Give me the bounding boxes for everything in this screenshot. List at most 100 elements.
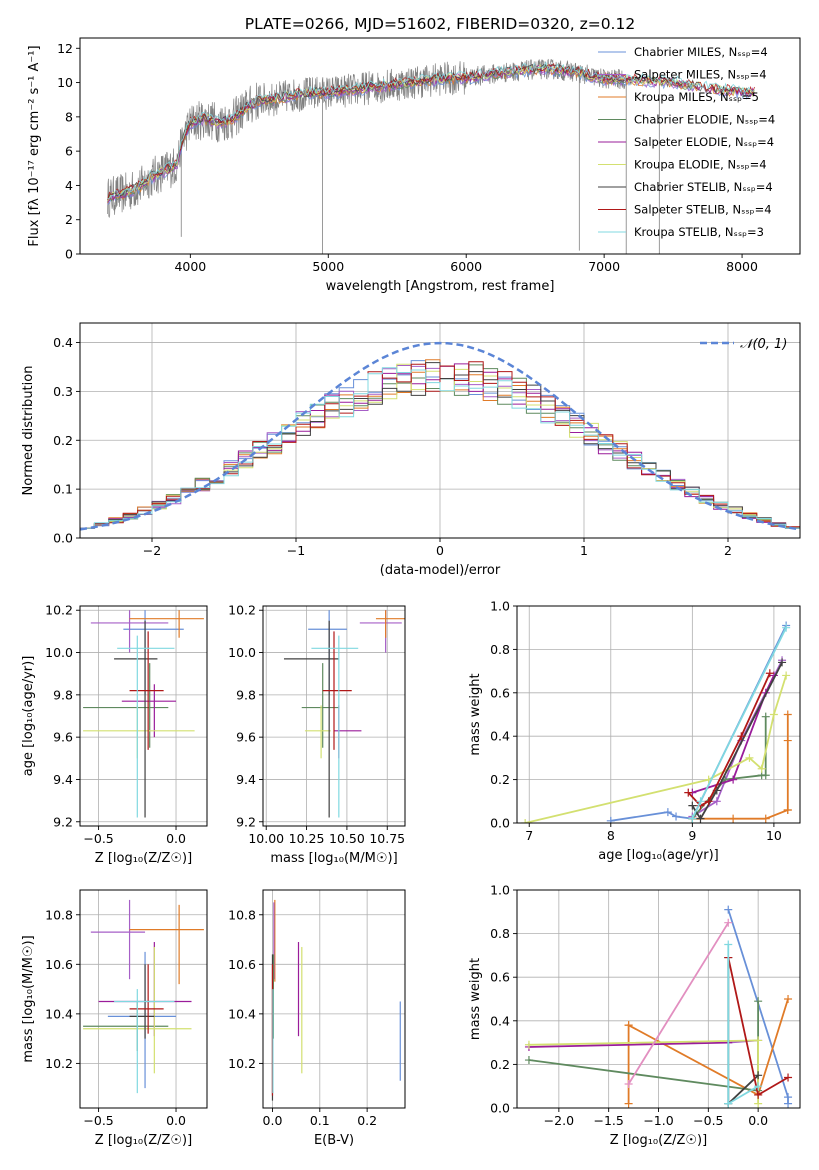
weight-vs-Z-y-axis-label: mass weight [468,958,483,1040]
legend-label-3: Chabrier ELODIE, Nₛₛₚ=4 [634,113,775,127]
mass-vs-Z-x-tick-label: −0.5 [83,1113,113,1128]
weight-vs-Z-marker [754,1099,763,1108]
mass-vs-Z-y-tick-label: 10.4 [45,1006,73,1021]
age-vs-Z-y-tick-label: 10.0 [45,645,73,660]
weight-vs-age-marker [729,814,738,823]
mass-vs-EBV-plot-area [271,899,401,1101]
weight-vs-age-marker [663,808,672,817]
weight-vs-age-marker [688,814,697,823]
weight-vs-Z-marker [724,918,733,927]
weight-vs-age-marker [737,732,746,741]
spectrum-y-tick-label: 10 [57,75,73,90]
legend-label-7: Salpeter STELIB, Nₛₛₚ=4 [634,203,772,217]
age-vs-mass-y-tick-label: 10.2 [228,603,256,618]
weight-vs-Z-series-4 [528,1041,729,1048]
age-vs-Z-frame [79,605,208,827]
spectrum-y-axis-label: Flux [fλ 10⁻¹⁷ erg cm⁻² s⁻¹ A⁻¹] [27,45,42,246]
age-vs-Z-y-axis-label: age [log₁₀(age/yr)] [21,656,36,777]
weight-vs-Z-series-5 [528,1039,759,1104]
weight-vs-Z-marker [724,940,733,949]
age-vs-mass-y-tick-label: 9.4 [236,772,256,787]
weight-vs-Z-panel: −2.0 −1.5 −1.0 −0.5 0.0 0.0 0.2 0.4 0.6 0.8 1.0 Z [… [468,883,801,1148]
weight-vs-Z-marker [724,905,733,914]
age-vs-Z-x-tick-label: 0.0 [166,831,186,846]
weight-vs-Z-marker [784,1099,793,1108]
legend-label-0: Chabrier MILES, Nₛₛₚ=4 [634,45,768,59]
weight-vs-age-marker [761,712,770,721]
spectrum-model-8 [107,61,755,200]
weight-vs-Z-series-2 [627,998,789,1104]
weight-vs-age-y-tick-label: 0.8 [490,642,510,657]
weight-vs-age-x-tick-label: 10 [766,828,782,843]
age-vs-mass-x-tick-label: 10.75 [369,831,405,846]
weight-vs-age-marker [783,710,792,719]
age-vs-mass-y-tick-label: 9.6 [236,730,256,745]
weight-vs-Z-marker [754,1082,763,1091]
mass-vs-EBV-x-tick-label: 0.0 [263,1113,283,1128]
residuals-x-axis-label: (data-model)/error [380,563,501,578]
mass-vs-Z-frame [79,889,208,1109]
age-vs-Z-y-tick-label: 10.2 [45,603,73,618]
residuals-panel: −2 −1 0 1 2 0.0 0.1 0.2 0.3 0.4 (data-model)/error… [21,322,801,578]
age-vs-mass-x-tick-label: 10.00 [248,831,284,846]
weight-vs-age-marker [521,819,530,823]
weight-vs-age-x-axis-label: age [log₁₀(age/yr)] [598,848,719,863]
age-vs-Z-x-axis-label: Z [log₁₀(Z/Z☉)] [95,851,192,866]
legend-label-1: Salpeter MILES, Nₛₛₚ=4 [634,68,767,82]
weight-vs-age-series-5 [524,675,787,823]
mass-vs-Z-x-tick-label: 0.0 [166,1113,186,1128]
weight-vs-age-series-4 [692,675,775,794]
mass-vs-EBV-x-tick-label: 0.2 [357,1113,377,1128]
age-vs-Z-x-tick-label: −0.5 [83,831,113,846]
mass-vs-Z-plot-area [83,899,204,1094]
residuals-x-tick-label: −2 [143,543,161,558]
weight-vs-Z-marker [754,1036,763,1045]
weight-vs-Z-plot-area [524,905,793,1108]
weight-vs-age-marker [769,710,778,719]
weight-vs-age-plot-area [521,621,792,823]
spectrum-y-tick-label: 6 [65,144,73,159]
weight-vs-age-marker [761,771,770,780]
legend-label-2: Kroupa MILES, Nₛₛₚ=5 [634,90,759,104]
weight-vs-Z-marker [624,1099,633,1108]
age-vs-Z-y-tick-label: 9.6 [53,730,73,745]
residuals-y-tick-label: 0.1 [53,482,73,497]
age-vs-mass-x-axis-label: mass [log₁₀(M/M☉)] [270,851,397,866]
spectrum-y-tick-label: 4 [65,178,73,193]
spectrum-x-tick-label: 5000 [312,259,344,274]
weight-vs-Z-marker [754,997,763,1006]
weight-vs-Z-y-tick-label: 0.2 [490,1057,510,1072]
residuals-y-tick-label: 0.3 [53,384,73,399]
weight-vs-Z-marker [784,1073,793,1082]
weight-vs-age-marker [782,623,791,632]
weight-vs-age-marker [704,797,713,806]
mass-vs-EBV-x-tick-label: 0.1 [310,1113,330,1128]
weight-vs-Z-x-tick-label: −1.0 [643,1113,673,1128]
mass-vs-Z-y-tick-label: 10.6 [45,957,73,972]
weight-vs-age-marker [696,814,705,823]
weight-vs-age-series-1 [691,659,783,818]
weight-vs-Z-x-tick-label: −2.0 [544,1113,574,1128]
legend-label-4: Salpeter ELODIE, Nₛₛₚ=4 [634,135,774,149]
weight-vs-age-marker [782,671,791,680]
weight-vs-age-y-axis-label: mass weight [468,673,483,755]
weight-vs-Z-marker [524,1056,533,1065]
weight-vs-age-marker [778,658,787,667]
weight-vs-Z-y-tick-label: 0.6 [490,970,510,985]
weight-vs-age-marker [696,797,705,806]
weight-vs-age-frame [516,605,801,824]
weight-vs-Z-marker [624,1021,633,1030]
weight-vs-Z-marker [724,1099,733,1108]
weight-vs-Z-marker [624,1080,633,1089]
mass-vs-EBV-y-tick-label: 10.8 [228,907,256,922]
weight-vs-age-marker [783,736,792,745]
weight-vs-age-marker [712,797,721,806]
residuals-plot-area [80,341,800,538]
legend-label-6: Chabrier STELIB, Nₛₛₚ=4 [634,180,773,194]
age-vs-mass-plot-area [283,610,405,818]
spectrum-x-tick-label: 4000 [174,259,206,274]
weight-vs-Z-series-9 [627,922,730,1085]
figure-title: PLATE=0266, MJD=51602, FIBERID=0320, z=0… [245,15,635,33]
age-vs-mass-panel: 10.00 10.25 10.50 10.75 9.2 9.4 9.6 9.8 10.0 10.2… [228,603,406,866]
